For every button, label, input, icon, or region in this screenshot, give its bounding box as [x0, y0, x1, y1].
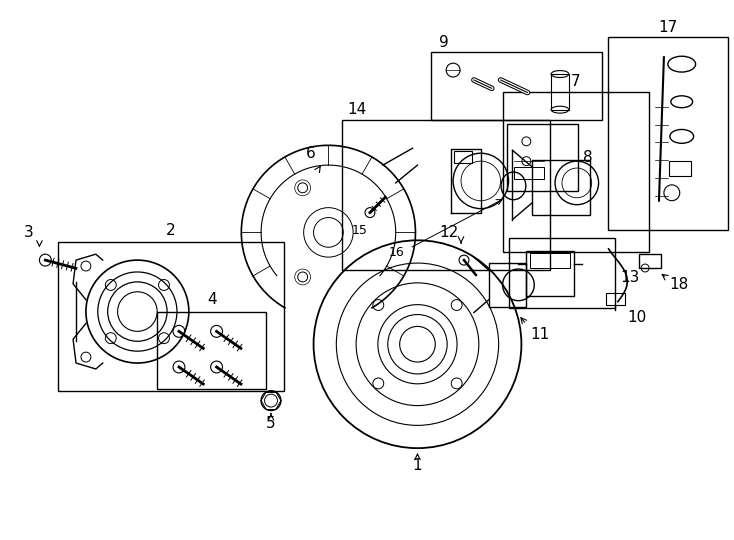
Bar: [509, 238, 615, 308]
Bar: [515, 167, 544, 179]
Bar: [532, 160, 589, 214]
Text: 11: 11: [531, 327, 550, 342]
Text: 9: 9: [439, 35, 449, 50]
Text: 6: 6: [306, 146, 316, 161]
Bar: [669, 161, 691, 176]
Bar: [608, 37, 728, 231]
Text: 14: 14: [347, 102, 366, 117]
Text: 8: 8: [583, 150, 592, 165]
Text: 10: 10: [628, 310, 647, 325]
Text: 7: 7: [571, 75, 581, 90]
Text: 17: 17: [658, 20, 677, 35]
Text: 4: 4: [207, 292, 217, 307]
Bar: [58, 242, 284, 391]
Text: 18: 18: [669, 278, 688, 292]
Text: 15: 15: [352, 224, 368, 237]
Bar: [157, 312, 266, 389]
Bar: [342, 119, 550, 270]
Bar: [606, 293, 625, 305]
Bar: [503, 92, 649, 252]
Text: 2: 2: [166, 223, 176, 238]
Bar: [489, 263, 526, 307]
Bar: [526, 251, 574, 296]
Text: 12: 12: [440, 225, 459, 240]
Text: 13: 13: [620, 271, 640, 286]
Bar: [454, 151, 472, 163]
Bar: [639, 254, 661, 268]
Text: 5: 5: [266, 416, 276, 431]
Text: 1: 1: [413, 458, 422, 474]
Text: 16: 16: [389, 246, 404, 259]
Bar: [530, 253, 570, 268]
Bar: [432, 52, 602, 119]
Bar: [506, 124, 578, 191]
Bar: [551, 74, 569, 110]
Text: 3: 3: [23, 225, 33, 240]
